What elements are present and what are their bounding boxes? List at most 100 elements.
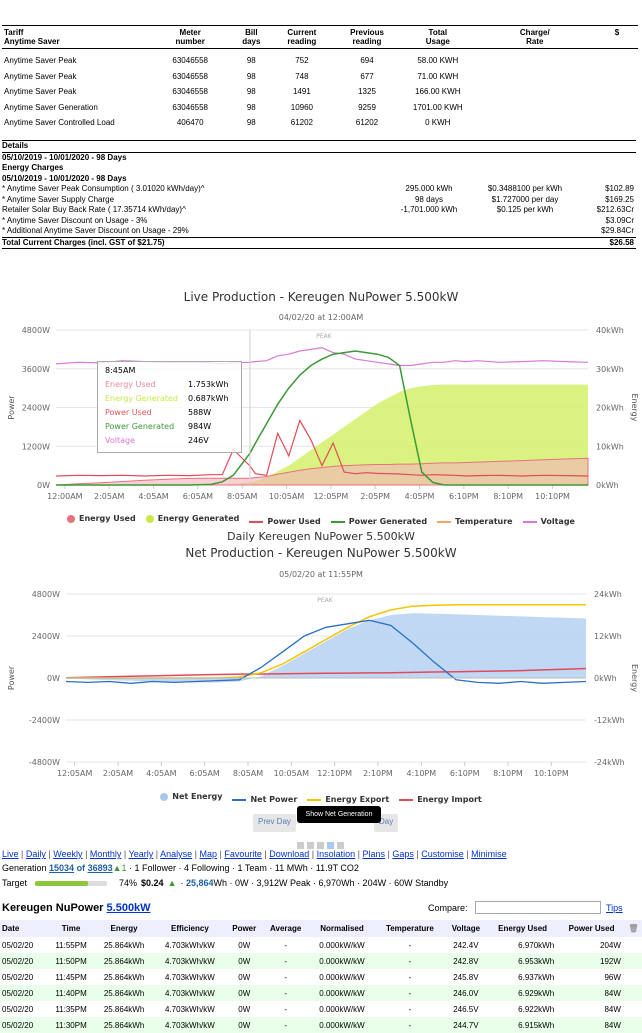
link-separator: | <box>153 849 161 859</box>
tooltip-label: Energy Used <box>105 380 156 389</box>
live-chart-legend: Energy Used Energy Generated Power Used Pow… <box>0 514 642 526</box>
y-tick-label: 1200W <box>22 442 50 451</box>
table-header-cell[interactable]: Power Used <box>558 920 625 937</box>
details-amount: $3.09Cr <box>605 215 634 225</box>
table-cell: - <box>408 1004 412 1014</box>
x-tick-label: 8:10PM <box>493 769 523 778</box>
legend-label: Energy Generated <box>157 514 240 523</box>
details-line: 05/10/2019 - 10/01/2020 - 98 Days <box>2 153 636 164</box>
bill-header-cell: Total Usage <box>402 26 474 49</box>
table-header-cell[interactable]: Power <box>226 920 263 937</box>
table-cell: - <box>262 953 309 969</box>
tips-link[interactable]: Tips <box>606 903 623 913</box>
pager-dot[interactable] <box>317 842 324 849</box>
tooltip-label: Energy Generated <box>105 394 178 403</box>
system-size-link[interactable]: 5.500kW <box>106 902 151 914</box>
link-separator: | <box>45 849 54 859</box>
table-header-cell[interactable]: Voltage <box>444 920 488 937</box>
table-header-cell[interactable]: Normalised <box>308 920 376 937</box>
bill-cell: 752 <box>295 56 309 66</box>
details-line: * Anytime Saver Supply Charge 98 days $1.7… <box>2 195 636 206</box>
legend-item[interactable]: Energy Import <box>399 795 482 804</box>
table-cell: - <box>408 940 412 950</box>
table-cell: 0W <box>238 972 251 982</box>
nav-link-plans[interactable]: Plans <box>362 849 386 859</box>
net-production-chart[interactable]: -4800W -2400W 0W 2400W 4800W -24kWh -12kWh 0kWh… <box>0 580 642 780</box>
bill-details: Details 05/10/2019 - 10/01/2020 - 98 Days… <box>2 140 636 249</box>
tooltip-label: Voltage <box>105 436 136 445</box>
table-cell: 84W <box>558 985 625 1001</box>
compare-input[interactable] <box>475 901 601 914</box>
bill-cell: 406470 <box>176 118 204 128</box>
nav-link-live[interactable]: Live <box>2 849 19 859</box>
nav-link-yearly[interactable]: Yearly <box>128 849 154 859</box>
nav-link-monthly[interactable]: Monthly <box>89 849 122 859</box>
nav-link-gaps[interactable]: Gaps <box>392 849 414 859</box>
bill-cell: 63046558 <box>172 87 208 97</box>
y-tick-label: 4800W <box>22 326 50 335</box>
table-cell: 05/02/20 <box>2 1004 34 1014</box>
legend-item[interactable]: Net Power <box>232 795 297 804</box>
table-cell: 05/02/20 <box>2 940 34 950</box>
legend-item[interactable]: Net Energy <box>160 792 222 801</box>
legend-item[interactable]: Voltage <box>522 517 575 526</box>
target-rest: Wh · 0W · 3,912W Peak · 6,970Wh · 204W ·… <box>213 878 449 888</box>
pager-dot[interactable] <box>327 842 334 849</box>
legend-item[interactable]: Energy Generated <box>145 514 240 523</box>
table-row: 05/02/20 11:45PM 25.864kWh 4.703kWh/kW 0W - 0.… <box>0 969 642 985</box>
nav-link-minimise[interactable]: Minimise <box>471 849 507 859</box>
table-header-cell[interactable]: Energy <box>94 920 154 937</box>
trash-icon[interactable]: 🗑 <box>624 920 642 937</box>
table-cell: 242.8V <box>444 953 488 969</box>
bill-cell: 748 <box>295 71 309 81</box>
nav-link-customise[interactable]: Customise <box>421 849 464 859</box>
pager-dot[interactable] <box>337 842 344 849</box>
live-chart-title: Live Production - Kereugen NuPower 5.500… <box>183 290 459 304</box>
table-cell: - <box>408 972 412 982</box>
legend-item[interactable]: Power Generated <box>330 517 427 526</box>
rank-link[interactable]: 15034 <box>49 863 75 873</box>
bill-table: Tariff Anytime Saver Meter number Bill days Cu… <box>2 25 638 131</box>
nav-link-daily[interactable]: Daily <box>25 849 46 859</box>
table-cell: 11:35PM <box>55 1004 87 1014</box>
table-header-cell[interactable]: Time <box>47 920 95 937</box>
pager-dot[interactable] <box>307 842 314 849</box>
nav-link-favourite[interactable]: Favourite <box>224 849 262 859</box>
nav-link-insolation[interactable]: Insolation <box>316 849 356 859</box>
legend-item[interactable]: Energy Export <box>307 795 389 804</box>
prev-day-button[interactable]: Prev Day <box>253 814 296 832</box>
table-header-cell[interactable]: Energy Used <box>487 920 559 937</box>
table-cell: 4.703kWh/kW <box>153 1017 227 1033</box>
details-total: Total Current Charges (incl. GST of $21.… <box>2 236 636 249</box>
y-tick-label: -4800W <box>29 758 60 767</box>
link-separator: | <box>355 849 363 859</box>
bill-cell: 677 <box>360 71 374 81</box>
legend-item[interactable]: Temperature <box>437 517 513 526</box>
details-line: Retailer Solar Buy Back Rate ( 17.35714 … <box>2 205 636 216</box>
table-cell: 246.0V <box>444 985 488 1001</box>
chart-pager[interactable] <box>297 836 347 854</box>
table-header-cell[interactable]: Date <box>0 920 48 937</box>
series-net-energy-area <box>66 613 586 683</box>
nav-link-map[interactable]: Map <box>199 849 218 859</box>
x-tick-label: 12:00AM <box>47 492 83 501</box>
legend-item[interactable]: Energy Used <box>67 514 136 523</box>
system-name: Kereugen NuPower 5.500kW <box>2 902 151 914</box>
pager-dot[interactable] <box>297 842 304 849</box>
details-desc: * Anytime Saver Discount on Usage - 3% <box>2 215 148 225</box>
legend-item[interactable]: Power Used <box>249 517 321 526</box>
bill-header-text: Bill <box>245 28 258 37</box>
series-energy-generated-area <box>56 384 588 485</box>
bill-header-text: Current <box>287 28 317 37</box>
nav-link-download[interactable]: Download <box>269 849 310 859</box>
table-cell: 05/02/20 <box>0 953 48 969</box>
link-separator: | <box>413 849 422 859</box>
nav-link-weekly[interactable]: Weekly <box>53 849 83 859</box>
legend-swatch-icon <box>522 520 537 523</box>
total-link[interactable]: 36893 <box>87 863 113 873</box>
legend-swatch-icon <box>307 798 322 801</box>
table-header-cell[interactable]: Temperature <box>375 920 445 937</box>
nav-link-analyse[interactable]: Analyse <box>160 849 193 859</box>
table-header-cell[interactable]: Average <box>262 920 309 937</box>
table-header-cell[interactable]: Efficiency <box>153 920 227 937</box>
